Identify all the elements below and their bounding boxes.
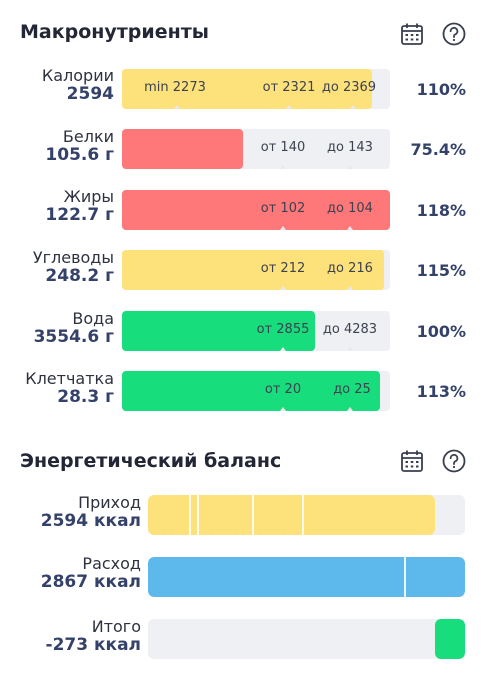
fat-percent: 118% [416, 201, 466, 220]
carbs-to-label: до 216 [327, 261, 373, 276]
help-icon[interactable] [441, 21, 467, 47]
water-from-label: от 2855 [256, 322, 310, 337]
help-icon[interactable] [441, 448, 467, 474]
total-bar [148, 619, 465, 659]
expense-name: Расход [82, 554, 141, 573]
calories-min-label: min 2273 [144, 80, 206, 95]
carbs-from-label: от 212 [260, 261, 306, 276]
fiber-bar: от 20 до 25 [122, 371, 390, 411]
total-value: -273 ккал [45, 635, 141, 655]
fat-label: Жиры 122.7 г [45, 189, 114, 224]
water-name: Вода [72, 309, 114, 328]
fiber-from-label: от 20 [264, 382, 302, 397]
protein-bar: от 140 до 143 [122, 129, 390, 169]
fat-bar: от 102 до 104 [122, 190, 390, 230]
fat-name: Жиры [63, 187, 114, 206]
protein-bar-fill [122, 129, 243, 169]
intake-value: 2594 ккал [40, 511, 141, 531]
energy-balance-title: Энергетический баланс [20, 450, 282, 472]
protein-label: Белки 105.6 г [45, 129, 114, 164]
expense-bar-fill [148, 557, 465, 597]
intake-bar-fill [148, 495, 435, 535]
water-value: 3554.6 г [33, 327, 114, 347]
intake-label: Приход 2594 ккал [41, 495, 141, 530]
water-to-label: до 4283 [322, 322, 378, 337]
intake-bar-separator [189, 495, 191, 535]
carbs-name: Углеводы [32, 248, 114, 267]
calories-from-label: от 2321 [262, 80, 316, 95]
water-bar: от 2855 до 4283 [122, 311, 390, 351]
water-label: Вода 3554.6 г [34, 311, 114, 346]
calendar-icon[interactable] [399, 448, 425, 474]
protein-from-label: от 140 [260, 140, 306, 155]
calories-label: Калории 2594 [42, 68, 114, 103]
total-bar-fill [435, 619, 465, 659]
fiber-bar-fill [122, 371, 380, 411]
total-label: Итого -273 ккал [46, 619, 141, 654]
expense-bar [148, 557, 465, 597]
fat-value: 122.7 г [45, 205, 114, 225]
protein-to-label: до 143 [327, 140, 373, 155]
calories-to-label: до 2369 [321, 80, 377, 95]
carbs-bar: от 212 до 216 [122, 250, 390, 290]
calories-bar: min 2273 от 2321 до 2369 [122, 69, 390, 109]
intake-bar-separator [302, 495, 304, 535]
fiber-percent: 113% [416, 382, 466, 401]
fiber-value: 28.3 г [57, 387, 114, 407]
intake-bar-separator [252, 495, 254, 535]
calories-bar-fill [122, 69, 372, 109]
macronutrients-title: Макронутриенты [20, 21, 209, 43]
water-percent: 100% [416, 322, 466, 341]
fat-from-label: от 102 [260, 201, 306, 216]
carbs-percent: 115% [416, 261, 466, 280]
intake-name: Приход [78, 493, 141, 512]
fat-to-label: до 104 [327, 201, 373, 216]
fat-bar-fill [122, 190, 390, 230]
fiber-to-label: до 25 [333, 382, 371, 397]
protein-value: 105.6 г [45, 145, 114, 165]
expense-value: 2867 ккал [40, 572, 141, 592]
protein-percent: 75.4% [410, 140, 466, 159]
expense-bar-separator [404, 557, 406, 597]
carbs-bar-fill [122, 250, 384, 290]
intake-bar [148, 495, 465, 535]
carbs-value: 248.2 г [45, 266, 114, 286]
calories-value: 2594 [66, 84, 114, 104]
calories-percent: 110% [416, 80, 466, 99]
carbs-label: Углеводы 248.2 г [33, 250, 114, 285]
fiber-label: Клетчатка 28.3 г [25, 371, 114, 406]
calories-name: Калории [41, 66, 114, 85]
fiber-name: Клетчатка [25, 369, 114, 388]
intake-bar-separator [197, 495, 199, 535]
calendar-icon[interactable] [399, 21, 425, 47]
protein-name: Белки [62, 127, 114, 146]
total-name: Итого [91, 617, 141, 636]
water-bar-fill [122, 311, 315, 351]
expense-label: Расход 2867 ккал [41, 556, 141, 591]
